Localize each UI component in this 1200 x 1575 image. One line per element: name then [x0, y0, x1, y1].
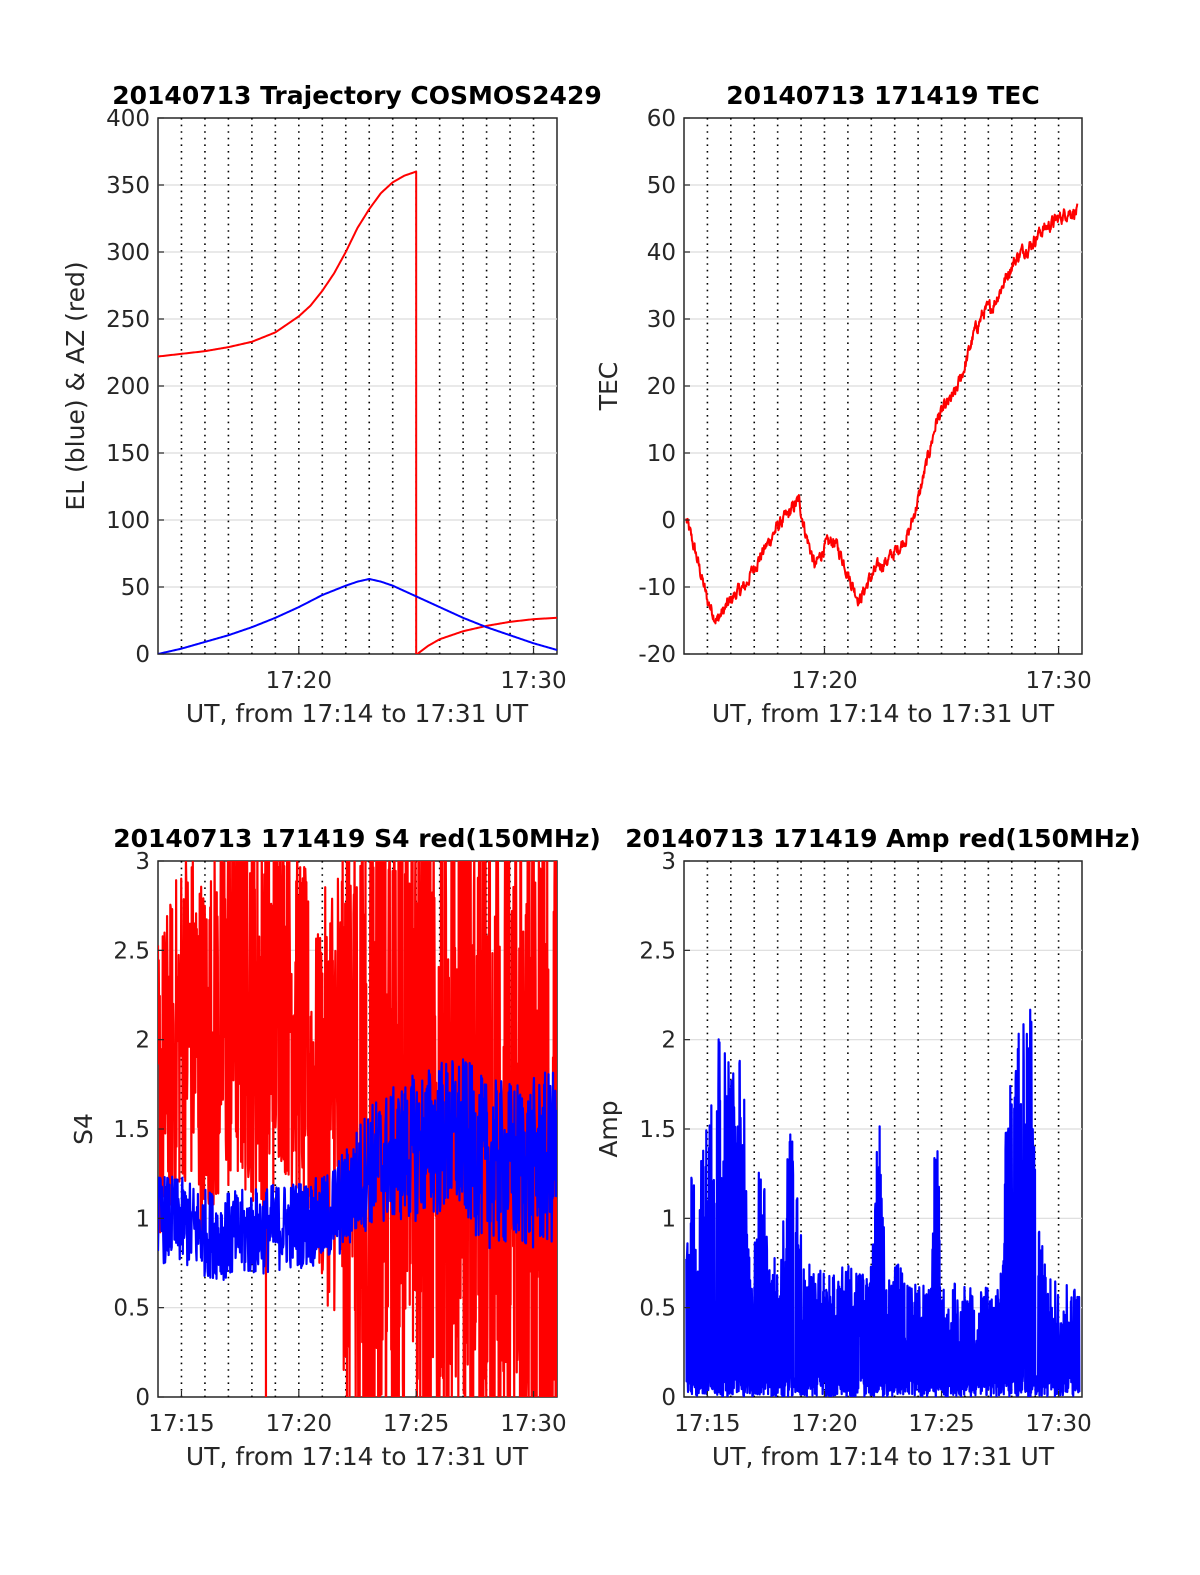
y-tick-label: 30: [647, 307, 676, 333]
y-tick-label: 0: [661, 1385, 676, 1411]
series-line-1: [158, 578, 557, 654]
y-tick-label: 3: [661, 849, 676, 875]
chart-title: 20140713 171419 Amp red(150MHz): [625, 824, 1141, 853]
x-tick-label: 17:30: [1025, 1411, 1091, 1437]
tick-group: -20 -10 0 10 20 30 40 50 60 17:20 17:30: [638, 106, 1091, 694]
y-axis-label: EL (blue) & AZ (red): [61, 261, 90, 510]
x-tick-label: 17:25: [908, 1411, 974, 1437]
x-axis-label: UT, from 17:14 to 17:31 UT: [186, 1442, 529, 1471]
y-tick-label: 350: [106, 173, 150, 199]
y-axis-label: TEC: [594, 362, 623, 412]
y-tick-label: 300: [106, 240, 150, 266]
x-tick-label: 17:30: [500, 668, 566, 694]
grid: [158, 118, 557, 654]
y-axis-label: Amp: [594, 1100, 623, 1157]
y-tick-label: 1.5: [113, 1117, 150, 1143]
tick-group: 0 0.5 1 1.5 2 2.5 3 17:15 17:20 17:25 17:30: [639, 849, 1091, 1437]
panel-s4: 0 0.5 1 1.5 2 2.5 3 17:15 17:20 17:25 17:30 201407…: [69, 824, 601, 1471]
y-tick-label: 1: [661, 1206, 676, 1232]
chart-title: 20140713 171419 S4 red(150MHz): [113, 824, 601, 853]
series-line-0: [685, 203, 1079, 625]
x-tick-label: 17:20: [266, 1411, 332, 1437]
y-tick-label: 2.5: [113, 938, 150, 964]
x-axis-label: UT, from 17:14 to 17:31 UT: [712, 699, 1055, 728]
series-line-0: [158, 170, 557, 654]
y-tick-label: 3: [135, 849, 150, 875]
panel-trajectory: 0 50 100 150 200 250 300 350 400 17:20 17:30 20140…: [61, 81, 602, 728]
y-tick-label: 250: [106, 307, 150, 333]
x-tick-label: 17:25: [383, 1411, 449, 1437]
series-group: [685, 1008, 1081, 1397]
grid: [684, 118, 1082, 654]
y-tick-label: 0: [661, 508, 676, 534]
y-tick-label: 0.5: [639, 1296, 676, 1322]
x-tick-label: 17:15: [148, 1411, 214, 1437]
y-tick-label: 1: [135, 1206, 150, 1232]
series-line-1: [158, 1058, 557, 1281]
series-line-0: [158, 861, 557, 1397]
x-tick-label: 17:30: [500, 1411, 566, 1437]
y-tick-label: 0: [135, 642, 150, 668]
y-tick-label: -20: [638, 642, 676, 668]
y-tick-label: 50: [647, 173, 676, 199]
x-tick-label: 17:20: [791, 1411, 857, 1437]
y-tick-label: 400: [106, 106, 150, 132]
x-tick-label: 17:20: [791, 668, 857, 694]
x-tick-label: 17:30: [1025, 668, 1091, 694]
y-tick-label: 2.5: [639, 938, 676, 964]
series-group: [158, 170, 557, 654]
x-tick-label: 17:20: [266, 668, 332, 694]
x-axis-label: UT, from 17:14 to 17:31 UT: [712, 1442, 1055, 1471]
x-tick-label: 17:15: [674, 1411, 740, 1437]
y-tick-label: 50: [121, 575, 150, 601]
y-tick-label: -10: [638, 575, 676, 601]
y-tick-label: 200: [106, 374, 150, 400]
series-line-0: [685, 1008, 1081, 1397]
y-tick-label: 0: [135, 1385, 150, 1411]
series-group: [685, 203, 1079, 625]
panel-tec: -20 -10 0 10 20 30 40 50 60 17:20 17:30 20140713 1…: [594, 81, 1092, 728]
y-tick-label: 40: [647, 240, 676, 266]
y-tick-label: 1.5: [639, 1117, 676, 1143]
y-tick-label: 20: [647, 374, 676, 400]
y-tick-label: 10: [647, 441, 676, 467]
y-tick-label: 0.5: [113, 1296, 150, 1322]
chart-title: 20140713 171419 TEC: [726, 81, 1039, 110]
y-tick-label: 2: [661, 1028, 676, 1054]
chart-title: 20140713 Trajectory COSMOS2429: [112, 81, 602, 110]
panel-amp: 0 0.5 1 1.5 2 2.5 3 17:15 17:20 17:25 17:30 201407…: [594, 824, 1141, 1471]
y-axis-label: S4: [69, 1113, 98, 1145]
y-tick-label: 150: [106, 441, 150, 467]
series-group: [158, 861, 557, 1397]
x-axis-label: UT, from 17:14 to 17:31 UT: [186, 699, 529, 728]
y-tick-label: 2: [135, 1028, 150, 1054]
tick-group: 0 0.5 1 1.5 2 2.5 3 17:15 17:20 17:25 17:30: [113, 849, 566, 1437]
y-tick-label: 60: [647, 106, 676, 132]
y-tick-label: 100: [106, 508, 150, 534]
tick-group: 0 50 100 150 200 250 300 350 400 17:20 17:30: [106, 106, 567, 694]
